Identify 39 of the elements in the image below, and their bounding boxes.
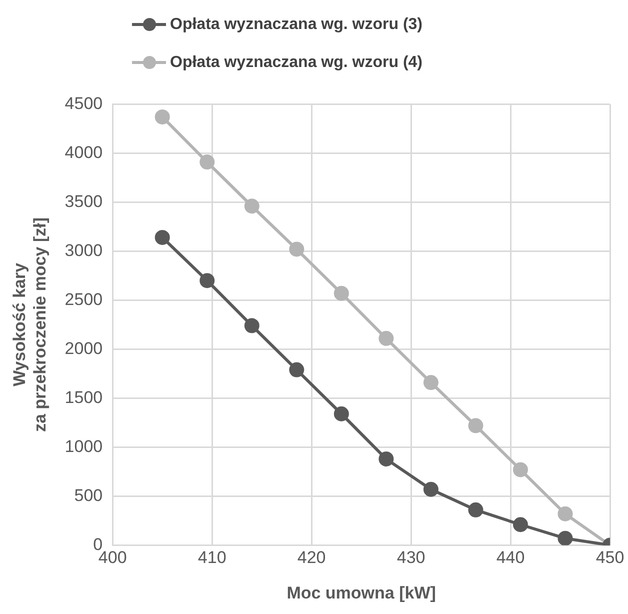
y-tick-label: 3500 xyxy=(64,192,103,211)
x-tick-label: 430 xyxy=(396,548,426,568)
y-tick-label: 0 xyxy=(93,534,103,554)
y-tick-label: 4000 xyxy=(64,142,103,162)
point xyxy=(423,482,438,497)
point xyxy=(468,418,484,434)
x-tick-label: 420 xyxy=(297,548,326,568)
point xyxy=(558,530,573,546)
legend-label: Opłata wyznaczana wg. wzoru (3) xyxy=(170,16,422,34)
y-axis-title: Wysokość kary za przekroczenie mocy [zł] xyxy=(10,217,50,432)
point xyxy=(244,318,260,334)
x-tick-label: 450 xyxy=(596,548,624,568)
point xyxy=(200,273,215,288)
point xyxy=(512,517,528,532)
point xyxy=(154,109,170,124)
x-axis-title: Moc umowna [kW] xyxy=(286,583,436,602)
point xyxy=(334,406,349,422)
point xyxy=(378,330,394,346)
point xyxy=(468,502,484,518)
point xyxy=(334,286,349,301)
point xyxy=(244,198,260,214)
point xyxy=(289,242,304,257)
x-tick-label: 440 xyxy=(496,548,525,568)
y-tick-label: 1000 xyxy=(64,436,103,456)
y-tick-label: 2000 xyxy=(64,338,103,358)
legend-label: Opłata wyznaczana wg. wzoru (4) xyxy=(170,54,422,72)
y-tick-label: 1500 xyxy=(64,388,103,407)
y-tick-label: 4500 xyxy=(64,94,103,113)
y-tick-label: 2500 xyxy=(64,290,103,309)
y-tick-label: 3000 xyxy=(64,240,103,260)
point xyxy=(512,462,528,478)
point xyxy=(200,154,215,170)
point xyxy=(154,230,170,245)
point xyxy=(423,375,438,390)
point xyxy=(289,362,304,378)
y-tick-label: 500 xyxy=(74,486,103,505)
point xyxy=(558,506,573,522)
point xyxy=(378,451,394,466)
x-tick-label: 410 xyxy=(198,548,226,568)
